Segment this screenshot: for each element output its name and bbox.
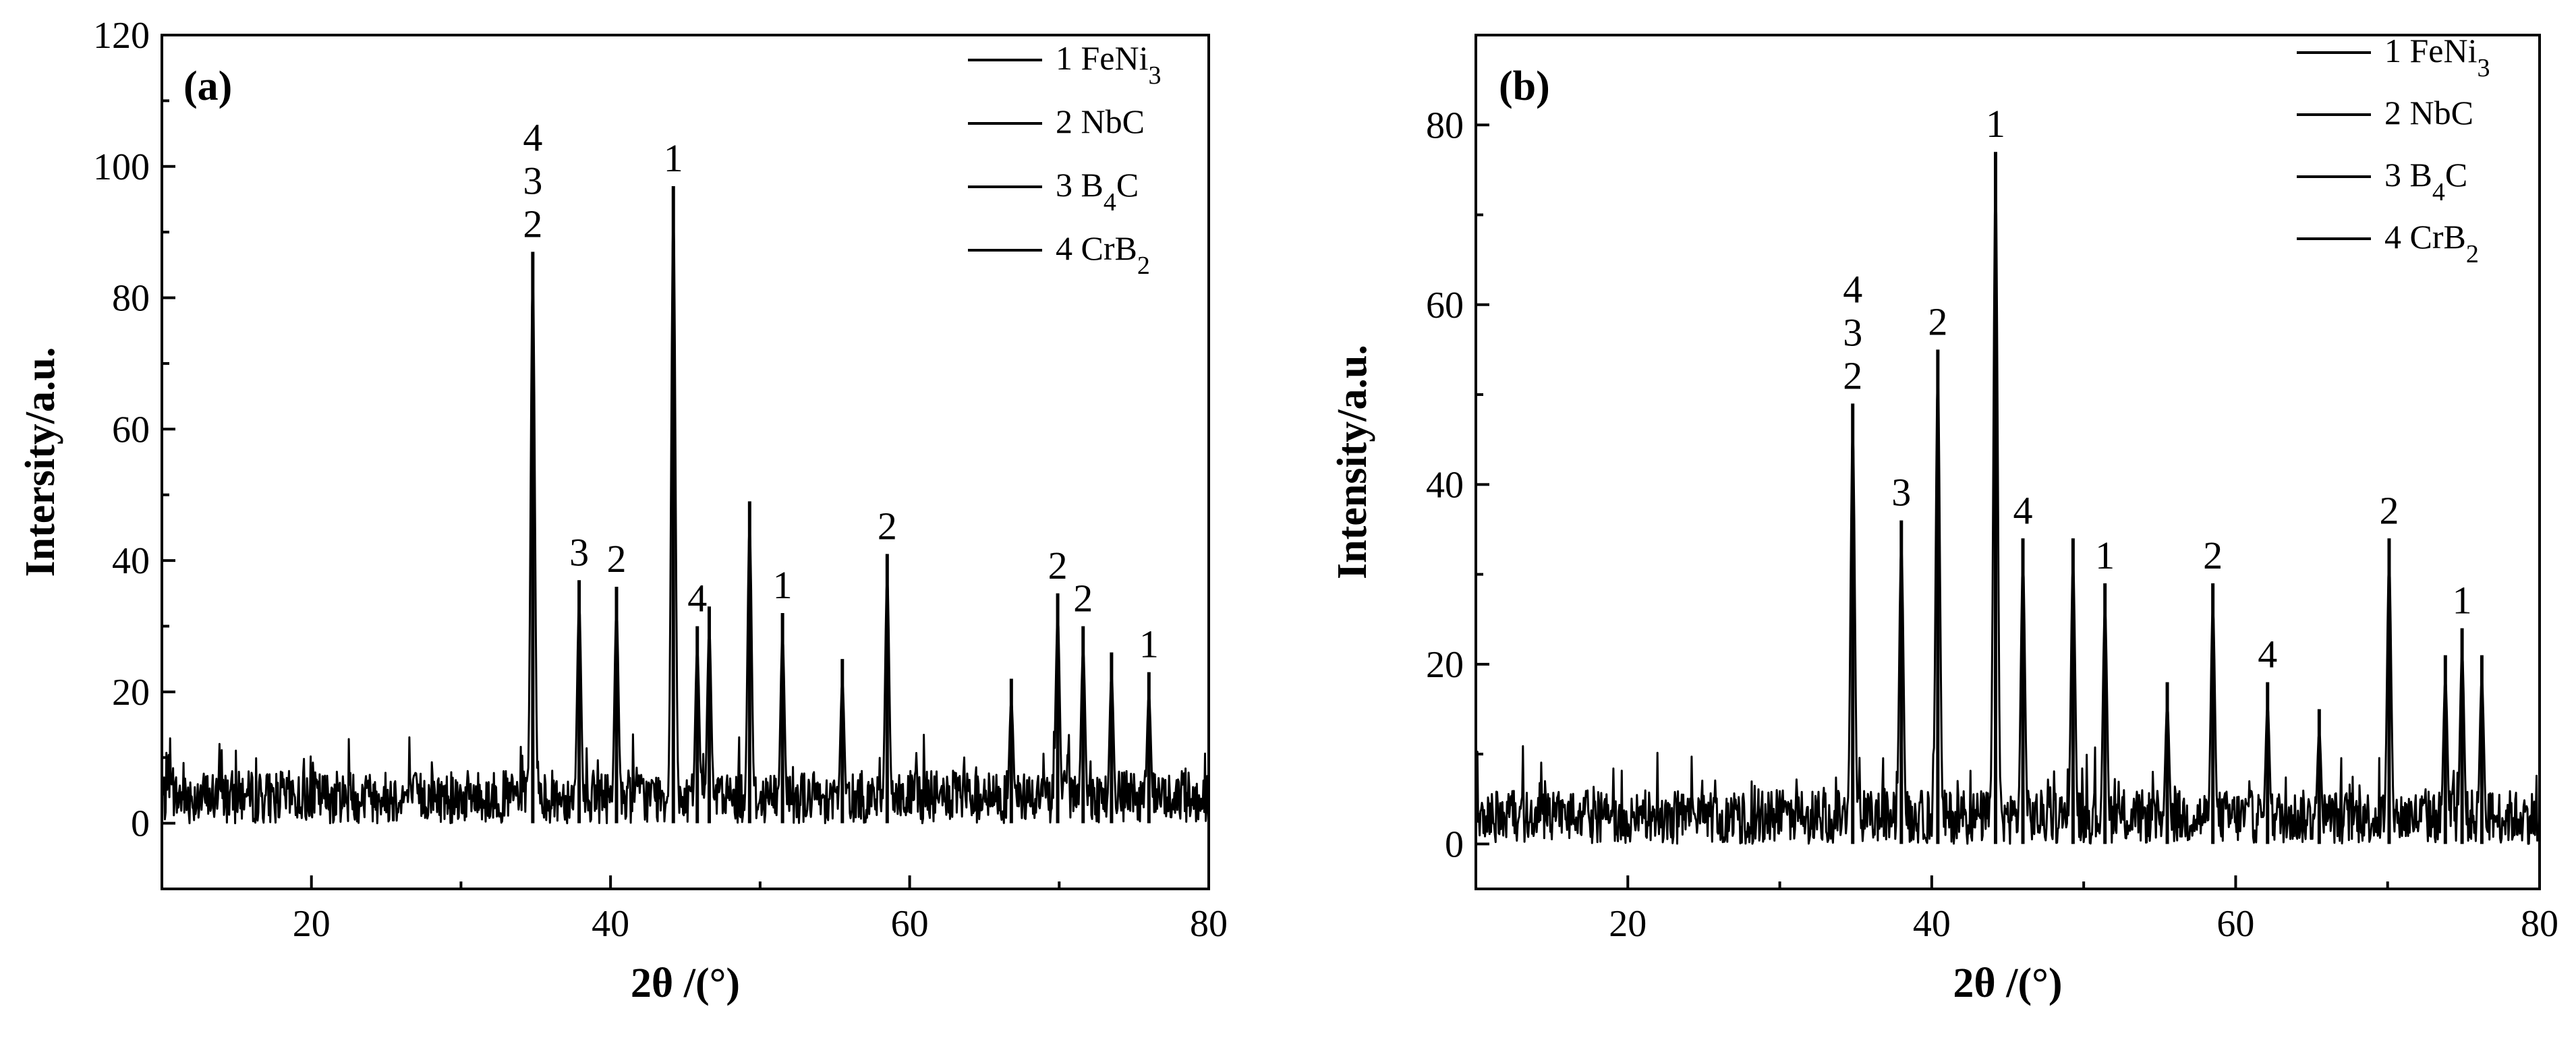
y-tick-label-b: 60 xyxy=(1426,285,1464,326)
peak-label-b-2: 2 xyxy=(1928,299,1947,343)
peak-label-a-0: 2 xyxy=(523,202,542,245)
panel-label-b: (b) xyxy=(1499,63,1550,109)
x-tick-label-b: 80 xyxy=(2521,903,2558,945)
x-axis-label-b: 2θ /(°) xyxy=(1953,960,2062,1006)
y-tick-label-a: 0 xyxy=(131,803,150,845)
x-tick-label-b: 40 xyxy=(1913,903,1951,945)
y-tick-label-b: 20 xyxy=(1426,644,1464,686)
peak-label-b-9: 4 xyxy=(2258,632,2277,676)
peak-label-a-4: 4 xyxy=(687,576,707,620)
legend-entry-a: 2 NbC xyxy=(1056,103,1145,140)
legend-entry-b: 1 FeNi3 xyxy=(2384,32,2490,82)
peak-label-b-0: 2 xyxy=(1843,353,1862,397)
plot-frame-b xyxy=(1475,34,2541,890)
y-tick-label-a: 100 xyxy=(93,146,150,188)
peak-label-b-8: 2 xyxy=(2203,533,2223,577)
y-tick-label-b: 40 xyxy=(1426,464,1464,506)
peak-label-a-7: 1 xyxy=(773,563,793,607)
y-tick-label-a: 80 xyxy=(112,278,150,320)
peak-label-b-4: 4 xyxy=(2013,488,2033,532)
peak-label-a-2: 2 xyxy=(607,537,627,581)
legend-entry-b: 4 CrB2 xyxy=(2384,218,2479,268)
y-tick-label-a: 20 xyxy=(112,672,150,714)
panel-b: 0 20 40 60 80 20 40 60 80 2θ /(°) Intensity/a.u. (b… xyxy=(1329,32,2558,1006)
xrd-trace-a xyxy=(161,206,1210,825)
x-axis-label-a: 2θ /(°) xyxy=(631,960,740,1006)
peak-label-a-3: 1 xyxy=(664,136,683,180)
xrd-trace-b xyxy=(1475,172,2541,845)
y-tick-label-b: 80 xyxy=(1426,105,1464,146)
x-tick-label-b: 20 xyxy=(1609,903,1647,945)
panel-label-a: (a) xyxy=(183,63,232,109)
peak-label-b-1: 3 xyxy=(1891,471,1911,515)
peak-label-b-13: 1 xyxy=(2453,579,2472,623)
peak-label-b-0: 3 xyxy=(1843,310,1862,354)
peak-label-b-6: 1 xyxy=(2095,533,2115,577)
peak-label-a-1: 3 xyxy=(569,530,589,574)
panel-a: 0 20 40 60 80 100 120 20 40 60 80 2θ /(°) Intersity/… xyxy=(18,15,1228,1006)
y-tick-label-a: 60 xyxy=(112,409,150,451)
y-tick-label-a: 120 xyxy=(93,15,150,57)
x-tick-label-a: 20 xyxy=(293,903,331,945)
legend-entry-b: 3 B4C xyxy=(2384,156,2467,206)
peak-label-a-0: 3 xyxy=(523,158,542,202)
plot-frame-a xyxy=(161,34,1210,890)
peak-label-a-0: 4 xyxy=(523,115,542,159)
peak-label-b-0: 4 xyxy=(1843,267,1862,311)
legend-entry-a: 1 FeNi3 xyxy=(1056,39,1162,90)
y-tick-label-a: 40 xyxy=(112,540,150,582)
legend-entry-b: 2 NbC xyxy=(2384,94,2473,132)
legend-entry-a: 3 B4C xyxy=(1056,166,1139,216)
x-tick-label-b: 60 xyxy=(2216,903,2254,945)
y-axis-label-b: Intensity/a.u. xyxy=(1329,345,1375,579)
peak-label-a-11: 2 xyxy=(1048,544,1068,587)
peak-label-b-3: 1 xyxy=(1986,102,2005,146)
peak-label-a-12: 2 xyxy=(1073,576,1093,620)
peak-label-a-9: 2 xyxy=(878,504,897,548)
x-tick-label-a: 60 xyxy=(891,903,929,945)
y-tick-label-b: 0 xyxy=(1445,823,1464,865)
x-tick-label-a: 40 xyxy=(592,903,629,945)
peak-label-b-11: 2 xyxy=(2379,488,2399,532)
legend-entry-a: 4 CrB2 xyxy=(1056,229,1150,280)
peak-label-a-14: 1 xyxy=(1139,623,1159,666)
x-tick-label-a: 80 xyxy=(1190,903,1228,945)
y-axis-label-a: Intersity/a.u. xyxy=(18,347,63,577)
